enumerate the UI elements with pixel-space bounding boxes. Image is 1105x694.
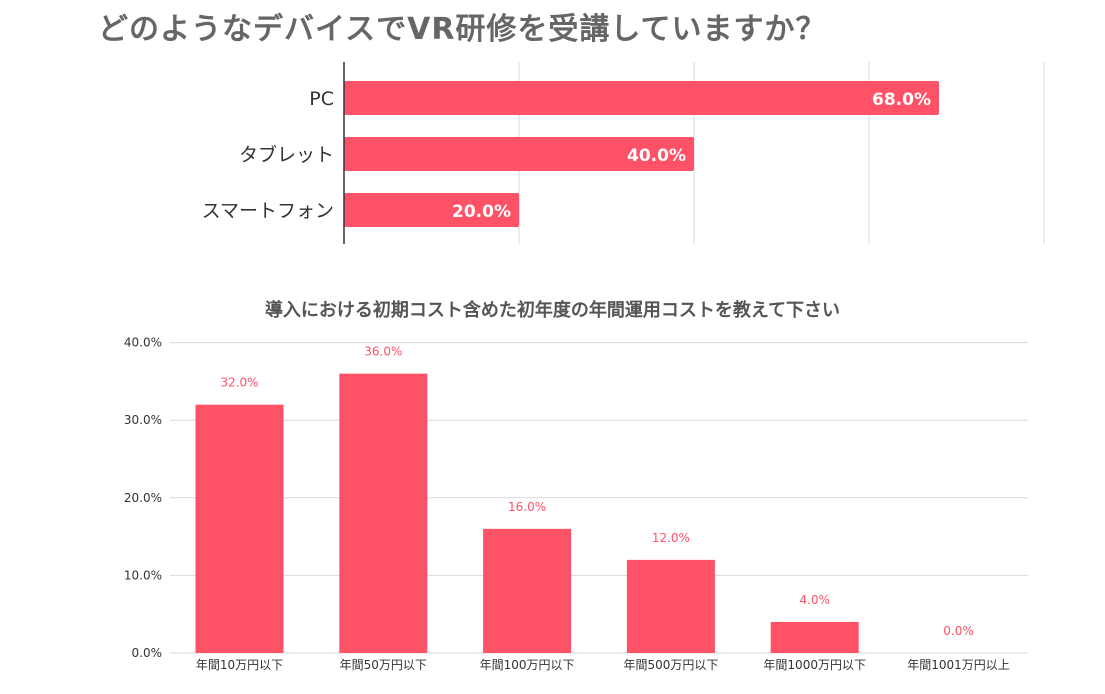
chart1-value-label: 40.0% <box>627 146 686 166</box>
chart2-category-label: 年間1000万円以下 <box>763 658 866 672</box>
chart2-category-label: 年間100万円以下 <box>480 658 575 672</box>
chart2-bar <box>770 621 859 653</box>
chart2-category-label: 年間10万円以下 <box>196 658 283 672</box>
chart2-bar <box>339 373 428 653</box>
chart2-y-tick-label: 30.0% <box>124 413 162 427</box>
chart2-value-label: 32.0% <box>220 376 258 390</box>
chart1-category-label: PC <box>309 88 334 110</box>
chart1-bar <box>344 193 519 227</box>
chart2-bar <box>626 559 715 653</box>
chart2-value-label: 12.0% <box>652 531 690 545</box>
chart2-title: 導入における初期コスト含めた初年度の年間運用コストを教えて下さい <box>264 300 841 321</box>
chart2-y-tick-label: 0.0% <box>132 646 163 660</box>
chart1-bar <box>344 81 939 115</box>
chart2-value-label: 16.0% <box>508 500 546 514</box>
chart2-value-label: 0.0% <box>943 624 974 638</box>
chart2-category-label: 年間1001万円以上 <box>907 658 1010 672</box>
chart1-category-label: タブレット <box>239 143 334 166</box>
chart1-category-label: スマートフォン <box>202 200 334 222</box>
chart2-category-label: 年間500万円以下 <box>623 658 718 672</box>
chart1-bar <box>344 137 694 171</box>
chart2-value-label: 36.0% <box>364 345 402 359</box>
chart2-value-label: 4.0% <box>799 593 830 607</box>
chart2-category-label: 年間50万円以下 <box>340 658 427 672</box>
chart2-y-tick-label: 40.0% <box>124 336 162 350</box>
chart1-value-label: 20.0% <box>452 202 511 222</box>
chart2-bar <box>483 528 572 653</box>
chart2-bar <box>195 404 284 653</box>
chart2-y-tick-label: 20.0% <box>124 491 162 505</box>
chart2-y-tick-label: 10.0% <box>124 568 162 582</box>
chart1-title: どのようなデバイスでVR研修を受講していますか？ <box>98 12 827 47</box>
chart1-value-label: 68.0% <box>872 90 931 110</box>
